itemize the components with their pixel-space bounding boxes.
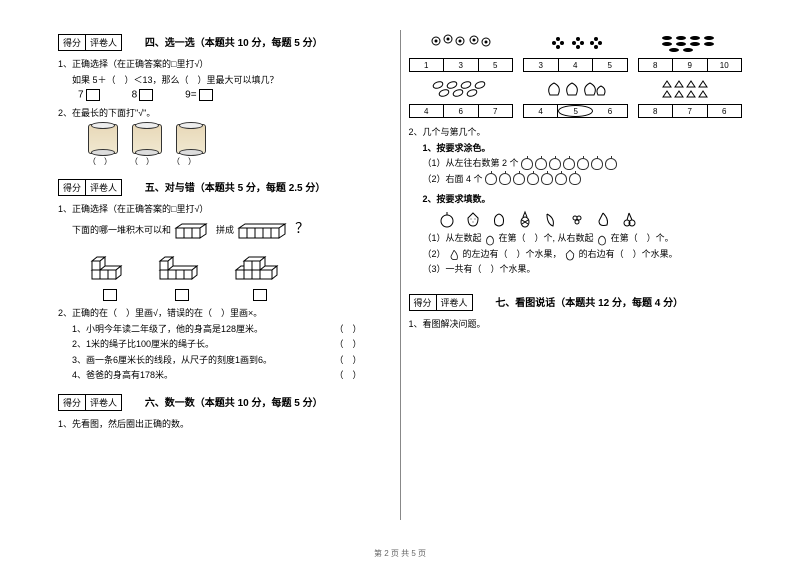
q5-1-body: 下面的哪一堆积木可以和 拼成 ？ [72, 218, 392, 244]
tf-item-3: 3、画一条6厘米长的线段，从尺子的刻度1画到6。 [72, 354, 272, 367]
opt-9: 9= [185, 89, 214, 101]
barrel-2 [132, 124, 162, 154]
reviewer-label: 评卷人 [437, 295, 472, 310]
tf-item-2: 2、1米的绳子比100厘米的绳子长。 [72, 338, 214, 351]
tf-paren: （ ） [334, 338, 361, 351]
q6-1-head: 1、先看图，然后圈出正确的数。 [58, 418, 392, 431]
q-r2-line2: （2）右面 4 个 [423, 173, 743, 186]
q-r2-f2: （2） 的左边有（ ）个水果， 的右边有（ ）个水果。 [423, 248, 743, 261]
grape-icon [569, 210, 585, 228]
blocks-target-1 [174, 218, 214, 244]
fruit-row [439, 210, 743, 228]
flowers-icon [409, 30, 514, 56]
tf-item-1: 1、小明今年读二年级了，他的身高是128厘米。 [72, 323, 263, 336]
garlic-icon [523, 76, 628, 102]
apple-row-1 [521, 158, 617, 170]
opt-box [253, 289, 267, 301]
blocks-icon [156, 252, 208, 282]
opt-8: 8 [132, 89, 156, 101]
pear-inline-icon [448, 248, 460, 260]
block-options [88, 252, 392, 301]
blocks-target-2 [237, 218, 293, 244]
q-r2-sub1: 1、按要求涂色。 [423, 142, 743, 155]
triangles-icon [638, 76, 743, 102]
tf-list: 1、小明今年读二年级了，他的身高是128厘米。 （ ） 2、1米的绳子比100厘米… [58, 323, 392, 382]
score-label: 得分 [59, 180, 86, 195]
block-opt-1 [88, 252, 132, 301]
tf-paren: （ ） [334, 369, 361, 382]
block-opt-2 [156, 252, 208, 301]
reviewer-label: 评卷人 [86, 35, 121, 50]
leaves-icon [409, 76, 514, 102]
cherry-icon [621, 210, 637, 228]
score-label: 得分 [59, 395, 86, 410]
q-r2-head: 2、几个与第几个。 [409, 126, 743, 139]
tf-paren: （ ） [334, 323, 361, 336]
right-column: 135 345 [401, 30, 751, 520]
q7-1-head: 1、看图解决问题。 [409, 318, 743, 331]
count-cell-1: 135 [409, 30, 514, 72]
barrel-labels: （ ） （ ） （ ） [88, 156, 392, 167]
fish-icon [638, 30, 743, 56]
blocks-icon [232, 252, 288, 282]
barrel-label-1: （ ） [88, 156, 112, 167]
count-cell-3: 8910 [638, 30, 743, 72]
apple-row-2 [485, 173, 581, 185]
opt-box [175, 289, 189, 301]
section-7-title: 七、看图说话（本题共 12 分，每题 4 分） [495, 294, 683, 309]
score-box-4: 得分 评卷人 [58, 34, 122, 51]
block-opt-3 [232, 252, 288, 301]
reviewer-label: 评卷人 [86, 180, 121, 195]
opt-box [103, 289, 117, 301]
count-cell-6: 876 [638, 76, 743, 118]
count-cell-5: 456 [523, 76, 628, 118]
q5-2-head: 2、正确的在（ ）里画√，错误的在（ ）里画×。 [58, 307, 392, 320]
opt-7: 7 [78, 89, 102, 101]
left-column: 得分 评卷人 四、选一选（本题共 10 分，每题 5 分） 1、正确选择（在正确… [50, 30, 401, 520]
peach-inline-icon [484, 233, 496, 245]
barrel-label-3: （ ） [172, 156, 196, 167]
counting-grid: 135 345 [409, 30, 743, 118]
score-label: 得分 [59, 35, 86, 50]
banana-icon [543, 210, 559, 228]
score-label: 得分 [410, 295, 437, 310]
q4-1-head: 1、正确选择（在正确答案的□里打√） [58, 58, 392, 71]
section-5-title: 五、对与错（本题共 5 分，每题 2.5 分） [145, 179, 326, 194]
blocks-icon [88, 252, 132, 282]
q-r2-sub2: 2、按要求填数。 [423, 193, 743, 206]
pineapple-icon [517, 210, 533, 228]
barrels-image [88, 124, 392, 154]
q-r2-f1: （1）从左数起 在第（ ）个, 从右数起 在第（ ）个。 [423, 232, 743, 245]
section-6-title: 六、数一数（本题共 10 分，每题 5 分） [145, 394, 323, 409]
q4-1-options: 7 8 9= [78, 89, 392, 101]
pear-icon [595, 210, 611, 228]
grapes-icon [523, 30, 628, 56]
barrel-1 [88, 124, 118, 154]
barrel-label-2: （ ） [130, 156, 154, 167]
q4-2-head: 2、在最长的下面打"√"。 [58, 107, 392, 120]
strawberry-inline-icon [564, 248, 576, 260]
score-box-7: 得分 评卷人 [409, 294, 473, 311]
q5-1-head: 1、正确选择（在正确答案的□里打√） [58, 203, 392, 216]
q-r2-f3: （3）一共有（ ）个水果。 [423, 263, 743, 276]
count-cell-2: 345 [523, 30, 628, 72]
score-box-5: 得分 评卷人 [58, 179, 122, 196]
peach-icon [491, 210, 507, 228]
peach-inline-icon [596, 233, 608, 245]
reviewer-label: 评卷人 [86, 395, 121, 410]
page-footer: 第 2 页 共 5 页 [0, 548, 800, 559]
apple-icon [439, 210, 455, 228]
section-4-title: 四、选一选（本题共 10 分，每题 5 分） [145, 34, 323, 49]
score-box-6: 得分 评卷人 [58, 394, 122, 411]
barrel-3 [176, 124, 206, 154]
strawberry-icon [465, 210, 481, 228]
tf-paren: （ ） [334, 354, 361, 367]
q-r2-line1: （1）从左往右数第 2 个 [423, 157, 743, 170]
count-cell-4: 467 [409, 76, 514, 118]
tf-item-4: 4、爸爸的身高有178米。 [72, 369, 173, 382]
q4-1-sub: 如果 5＋（ ）＜13，那么（ ）里最大可以填几？ [72, 74, 392, 87]
